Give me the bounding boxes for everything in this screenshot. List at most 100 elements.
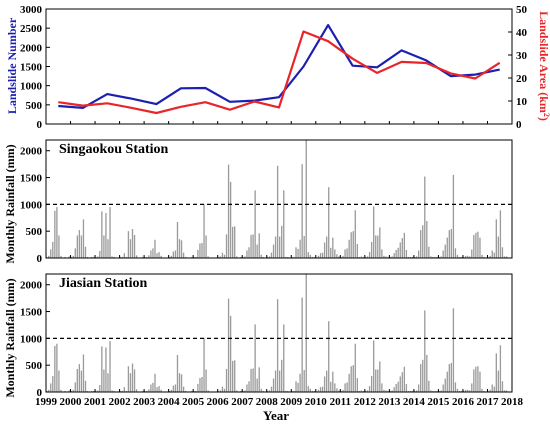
singaokou-rainfall-bar bbox=[287, 256, 289, 258]
singaokou-rainfall-bar bbox=[252, 234, 254, 258]
jiasian-x-tick-label: 2016 bbox=[452, 396, 475, 408]
singaokou-rainfall-bar bbox=[109, 207, 111, 258]
singaokou-rainfall-bar bbox=[303, 236, 305, 258]
jiasian-rainfall-bar bbox=[107, 373, 109, 392]
jiasian-rainfall-bar bbox=[481, 388, 483, 392]
singaokou-rainfall-bar bbox=[254, 190, 256, 258]
right-y-tick-label: 40 bbox=[516, 27, 528, 39]
jiasian-rainfall-bar bbox=[90, 390, 93, 392]
singaokou-rainfall-bar bbox=[74, 248, 76, 258]
singaokou-rainfall-bar bbox=[467, 255, 469, 258]
jiasian-rainfall-bar bbox=[430, 390, 432, 392]
jiasian-rainfall-bar bbox=[76, 368, 78, 392]
jiasian-rainfall-bar bbox=[313, 390, 316, 392]
singaokou-y-tick-label: 500 bbox=[26, 226, 43, 238]
singaokou-rainfall-bar bbox=[393, 253, 395, 258]
jiasian-rainfall-bar bbox=[334, 383, 336, 392]
jiasian-rainfall-bar bbox=[309, 388, 311, 392]
jiasian-rainfall-bar bbox=[487, 390, 489, 392]
jiasian-x-tick-label: 2011 bbox=[330, 396, 351, 408]
singaokou-rainfall-bar bbox=[293, 256, 295, 258]
jiasian-rainfall-bar bbox=[417, 384, 420, 392]
singaokou-rainfall-bar bbox=[182, 252, 185, 258]
jiasian-rainfall-bar bbox=[133, 369, 136, 392]
singaokou-rainfall-bar bbox=[229, 181, 232, 258]
singaokou-rainfall-bar bbox=[430, 256, 432, 258]
singaokou-rainfall-bar bbox=[250, 234, 252, 258]
singaokou-y-tick-label: 0 bbox=[37, 253, 43, 265]
jiasian-rainfall-bar bbox=[82, 354, 85, 392]
jiasian-rainfall-bar bbox=[422, 359, 424, 392]
jiasian-rainfall-bar bbox=[381, 383, 383, 392]
jiasian-rainfall-bar bbox=[342, 389, 344, 392]
singaokou-rainfall-bar bbox=[428, 246, 430, 258]
jiasian-rainfall-bar bbox=[168, 390, 170, 392]
singaokou-rainfall-bar bbox=[362, 256, 365, 258]
singaokou-rainfall-bar bbox=[246, 250, 248, 258]
jiasian-rainfall-bar bbox=[464, 389, 467, 392]
jiasian-y-tick-label: 500 bbox=[26, 360, 43, 372]
jiasian-rainfall-bar bbox=[74, 382, 76, 392]
jiasian-x-tick-label: 2012 bbox=[354, 396, 377, 408]
singaokou-y-tick-label: 1000 bbox=[20, 199, 43, 211]
singaokou-rainfall-bar bbox=[377, 235, 379, 258]
jiasian-rainfall-bar bbox=[46, 390, 48, 392]
jiasian-rainfall-bar bbox=[172, 385, 175, 392]
jiasian-rainfall-bar bbox=[397, 381, 399, 392]
singaokou-rainfall-bar bbox=[440, 256, 442, 258]
singaokou-rainfall-bar bbox=[454, 248, 457, 258]
left-y-tick-label: 0 bbox=[37, 119, 43, 131]
jiasian-rainfall-bar bbox=[299, 373, 301, 392]
singaokou-rainfall-bar bbox=[180, 240, 183, 258]
jiasian-x-tick-label: 1999 bbox=[35, 396, 58, 408]
jiasian-rainfall-bar bbox=[391, 390, 393, 392]
jiasian-rainfall-bar bbox=[135, 389, 138, 392]
jiasian-rainfall-bar bbox=[483, 390, 485, 392]
singaokou-rainfall-bar bbox=[373, 206, 375, 258]
jiasian-rainfall-bar bbox=[436, 390, 438, 392]
jiasian-rainfall-bar bbox=[274, 370, 277, 392]
singaokou-rainfall-bar bbox=[262, 256, 264, 258]
singaokou-rainfall-bar bbox=[154, 239, 156, 258]
jiasian-rainfall-bar bbox=[174, 384, 177, 392]
jiasian-rainfall-bar bbox=[50, 383, 52, 392]
singaokou-rainfall-bar bbox=[160, 255, 162, 258]
jiasian-rainfall-bar bbox=[197, 383, 199, 392]
jiasian-x-tick-label: 2014 bbox=[403, 396, 426, 408]
singaokou-rainfall-bar bbox=[387, 256, 389, 258]
jiasian-rainfall-bar bbox=[195, 390, 197, 392]
singaokou-rainfall-bar bbox=[270, 252, 273, 258]
jiasian-rainfall-bar bbox=[395, 383, 397, 392]
jiasian-rainfall-bar bbox=[346, 382, 348, 392]
singaokou-rainfall-bar bbox=[174, 250, 177, 258]
singaokou-rainfall-bar bbox=[133, 234, 136, 258]
singaokou-rainfall-bar bbox=[368, 252, 371, 258]
jiasian-rainfall-bar bbox=[236, 390, 238, 392]
singaokou-rainfall-bar bbox=[364, 256, 367, 258]
jiasian-rainfall-bar bbox=[199, 378, 201, 392]
singaokou-rainfall-bar bbox=[346, 248, 348, 258]
jiasian-rainfall-bar bbox=[450, 363, 453, 392]
left-y-tick-label: 3000 bbox=[20, 4, 43, 16]
singaokou-rainfall-bar bbox=[46, 256, 48, 258]
singaokou-panel: 0 500 1000 1500 2000 Singaokou Station Month… bbox=[3, 139, 513, 265]
jiasian-rainfall-bar bbox=[366, 390, 369, 392]
singaokou-rainfall-bar bbox=[236, 256, 238, 258]
singaokou-rainfall-bar bbox=[217, 256, 220, 258]
jiasian-rainfall-bar bbox=[229, 315, 232, 392]
jiasian-rainfall-bar bbox=[297, 382, 299, 392]
jiasian-rainfall-bar bbox=[240, 390, 242, 392]
singaokou-rainfall-bar bbox=[221, 252, 224, 258]
landslide-panel: 0 500 1000 1500 2000 2500 3000 0 10 20 30 40 50 Land… bbox=[5, 4, 550, 131]
right-y-tick-label: 20 bbox=[516, 73, 528, 85]
jiasian-rainfall-bar bbox=[373, 340, 375, 392]
jiasian-rainfall-bar bbox=[458, 390, 461, 392]
singaokou-station-title: Singaokou Station bbox=[59, 142, 169, 157]
singaokou-rainfall-bar bbox=[297, 248, 299, 258]
singaokou-rainfall-bar bbox=[291, 256, 293, 258]
singaokou-rainfall-bar bbox=[501, 247, 504, 258]
jiasian-rainfall-bar bbox=[99, 385, 101, 392]
jiasian-rainfall-bar bbox=[362, 390, 365, 392]
singaokou-rainfall-bar bbox=[295, 247, 297, 258]
jiasian-x-tick-label: 2013 bbox=[378, 396, 401, 408]
